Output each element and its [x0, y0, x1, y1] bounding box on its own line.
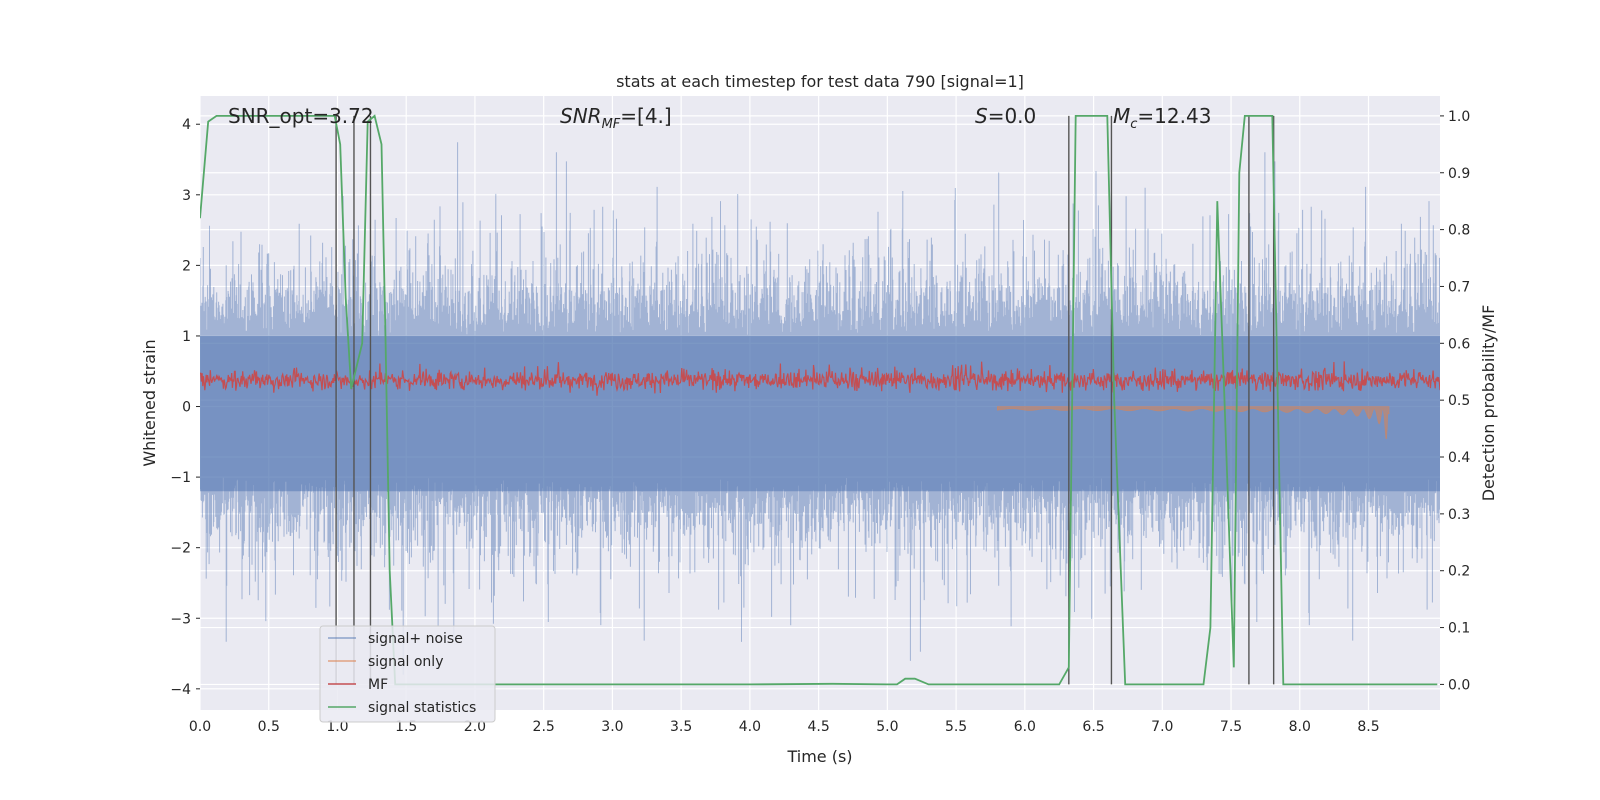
annotation-mc: Mc=12.43 — [1113, 104, 1211, 132]
x-tick-label: 2.5 — [533, 719, 555, 735]
y-right-tick-label: 0.1 — [1448, 621, 1470, 637]
annotation-snr-mf-subscript: MF — [602, 117, 621, 132]
x-tick-label: 1.5 — [395, 719, 417, 735]
y-right-tick-label: 1.0 — [1448, 109, 1470, 125]
annotation-mc-subscript: c — [1130, 117, 1137, 132]
x-tick-label: 1.0 — [326, 719, 348, 735]
y-right-axis-ticks: 1.0 0.9 0.8 0.7 0.6 0.5 0.4 0.3 0.2 0.1 0.0 — [1440, 109, 1470, 693]
y-right-axis-label: Detection probability/MF — [1479, 305, 1498, 502]
x-tick-label: 4.5 — [807, 719, 829, 735]
x-tick-label: 0.5 — [258, 719, 280, 735]
series-signal-statistics — [200, 114, 1438, 686]
y-right-tick-label: 0.9 — [1448, 166, 1470, 182]
y-left-tick-label: −3 — [170, 611, 191, 627]
annotation-snr-mf-symbol: SNR — [560, 104, 602, 128]
x-axis-label: Time (s) — [786, 747, 852, 766]
legend-label-signal-plus-noise: signal+ noise — [368, 631, 463, 647]
y-left-tick-label: 3 — [182, 188, 191, 204]
legend-box — [319, 625, 496, 723]
legend: signal+ noise signal only MF signal stat… — [319, 625, 496, 723]
x-tick-label: 3.0 — [601, 719, 623, 735]
x-tick-label: 8.0 — [1289, 719, 1311, 735]
y-left-axis-ticks: 4 3 2 1 0 −1 −2 −3 −4 — [170, 117, 200, 698]
y-left-axis-label: Whitened strain — [140, 339, 159, 466]
annotation-s-symbol: S — [975, 104, 988, 128]
annotation-snr-mf-value: =[4.] — [620, 104, 671, 128]
chart-title: stats at each timestep for test data 790… — [616, 72, 1024, 91]
y-right-tick-label: 0.2 — [1448, 564, 1470, 580]
x-tick-label: 7.0 — [1151, 719, 1173, 735]
y-right-tick-label: 0.7 — [1448, 279, 1470, 295]
annotation-snr-opt: SNR_opt=3.72 — [228, 104, 374, 128]
y-left-tick-label: −4 — [170, 682, 191, 698]
x-tick-label: 3.5 — [670, 719, 692, 735]
y-right-tick-label: 0.8 — [1448, 223, 1470, 239]
x-tick-label: 6.5 — [1082, 719, 1104, 735]
y-left-tick-label: −2 — [170, 541, 191, 557]
y-right-tick-label: 0.5 — [1448, 393, 1470, 409]
x-tick-label: 8.5 — [1357, 719, 1379, 735]
y-right-tick-label: 0.0 — [1448, 677, 1470, 693]
x-tick-label: 5.5 — [945, 719, 967, 735]
x-tick-label: 4.0 — [739, 719, 761, 735]
series-signal-plus-noise-fill — [200, 336, 1440, 492]
x-tick-label: 0.0 — [189, 719, 211, 735]
annotation-s: S=0.0 — [975, 104, 1036, 128]
y-right-tick-label: 0.6 — [1448, 336, 1470, 352]
legend-label-signal-statistics: signal statistics — [368, 700, 476, 716]
legend-label-signal-only: signal only — [368, 654, 443, 670]
y-left-tick-label: −1 — [170, 470, 191, 486]
legend-label-mf: MF — [368, 677, 388, 693]
annotation-s-value: =0.0 — [988, 104, 1037, 128]
series-signal-plus-noise — [200, 142, 1440, 675]
annotation-mc-symbol: M — [1113, 104, 1130, 128]
annotation-mc-value: =12.43 — [1137, 104, 1211, 128]
y-left-tick-label: 2 — [182, 258, 191, 274]
vertical-markers — [335, 115, 1275, 685]
y-right-tick-label: 0.3 — [1448, 507, 1470, 523]
annotation-snr-mf: SNRMF=[4.] — [560, 104, 672, 132]
x-tick-label: 5.0 — [876, 719, 898, 735]
y-left-tick-label: 0 — [182, 400, 191, 416]
x-axis-ticks: 0.0 0.5 1.0 1.5 2.0 2.5 3.0 3.5 4.0 4.5 5.0 5.5 6.0 6… — [189, 719, 1380, 735]
series-mf — [200, 361, 1440, 396]
x-tick-label: 7.5 — [1220, 719, 1242, 735]
x-tick-label: 6.0 — [1014, 719, 1036, 735]
series-signal-only — [997, 406, 1390, 440]
y-left-tick-label: 4 — [182, 117, 191, 133]
y-left-tick-label: 1 — [182, 329, 191, 345]
y-right-tick-label: 0.4 — [1448, 450, 1470, 466]
x-tick-label: 2.0 — [464, 719, 486, 735]
